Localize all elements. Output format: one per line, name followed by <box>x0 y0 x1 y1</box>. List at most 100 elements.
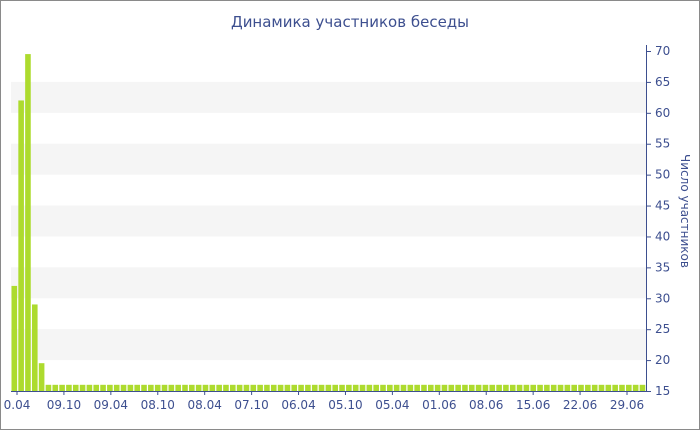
bar <box>612 384 618 391</box>
grid-band <box>11 205 646 237</box>
bar <box>530 384 537 391</box>
bar <box>305 384 311 391</box>
bar <box>482 384 489 391</box>
bar <box>380 384 386 391</box>
x-tick-label: 29.06 <box>610 398 644 412</box>
axes <box>11 45 651 392</box>
bar <box>475 384 482 391</box>
y-tick-label: 70 <box>655 44 670 58</box>
bar <box>537 384 543 391</box>
grid-band <box>11 329 646 361</box>
bar <box>86 384 93 391</box>
bar <box>107 384 113 391</box>
grid-band <box>11 143 646 175</box>
x-tick-label: 0.04 <box>4 398 31 412</box>
bar <box>243 384 250 391</box>
bar <box>277 384 284 391</box>
bar <box>18 100 24 392</box>
bar <box>332 384 339 391</box>
x-tick-label: 15.06 <box>516 398 550 412</box>
bar <box>154 384 161 391</box>
bar <box>25 54 31 391</box>
chart-title: Динамика участников беседы <box>230 13 470 31</box>
bar <box>496 384 502 391</box>
bar <box>120 384 127 391</box>
bar <box>489 384 496 391</box>
bar <box>462 384 468 391</box>
bar <box>93 384 100 391</box>
bar <box>400 384 407 391</box>
bar <box>229 384 236 391</box>
y-tick-label: 30 <box>655 291 670 305</box>
bar <box>175 384 181 391</box>
y-tick-label: 50 <box>655 168 670 182</box>
y-tick-label: 40 <box>655 229 670 243</box>
bar <box>264 384 270 391</box>
bar <box>195 384 202 391</box>
bar <box>421 384 427 391</box>
bar <box>414 384 420 391</box>
bar <box>134 384 141 391</box>
bar <box>318 384 325 391</box>
bar <box>38 363 45 391</box>
x-tick-labels: 0.04 09.10 09.04 08.10 08.04 07.10 06.04 05.10 0… <box>4 391 644 412</box>
bar <box>168 384 175 391</box>
bar <box>455 384 461 391</box>
x-tick-label: 01.06 <box>422 398 456 412</box>
bar <box>100 384 106 391</box>
bar <box>373 384 379 391</box>
bar <box>605 384 612 391</box>
y-tick-label: 55 <box>655 137 670 151</box>
bar <box>66 384 72 391</box>
bar <box>557 384 564 391</box>
grid-bands <box>11 81 646 361</box>
bar <box>585 384 591 391</box>
y-tick-label: 25 <box>655 322 670 336</box>
bar <box>223 384 229 391</box>
y-tick-label: 60 <box>655 106 670 120</box>
y-tick-label: 35 <box>655 260 670 274</box>
x-tick-label: 08.10 <box>141 398 175 412</box>
bar <box>45 384 52 391</box>
bar <box>441 384 448 391</box>
bar <box>311 384 318 391</box>
bars <box>11 54 646 392</box>
bar <box>141 384 147 391</box>
bar <box>202 384 209 391</box>
bar <box>257 384 263 391</box>
bar <box>59 384 65 391</box>
bar <box>387 384 393 391</box>
bar <box>250 384 257 391</box>
bar <box>366 384 373 391</box>
bar <box>639 384 646 391</box>
bar <box>127 384 134 391</box>
bar <box>284 384 291 391</box>
bar <box>113 384 120 391</box>
bar <box>564 384 571 391</box>
bar <box>571 384 577 391</box>
y-tick-label: 45 <box>655 199 670 213</box>
bar <box>182 384 188 391</box>
y-axis-label: Число участников <box>678 154 692 268</box>
x-tick-label: 08.06 <box>469 398 503 412</box>
y-tick-label: 65 <box>655 75 670 89</box>
bar <box>632 384 639 391</box>
bar <box>523 384 530 391</box>
bar <box>216 384 222 391</box>
bar <box>359 384 366 391</box>
bar <box>434 384 441 391</box>
bar <box>11 285 18 391</box>
x-tick-label: 06.04 <box>281 398 315 412</box>
bar <box>346 384 352 391</box>
bar <box>591 384 598 391</box>
bar <box>298 384 304 391</box>
y-tick-label: 20 <box>655 353 670 367</box>
bar <box>236 384 243 391</box>
bar <box>509 384 516 391</box>
bar <box>31 304 38 391</box>
bar <box>352 384 359 391</box>
bar <box>503 384 509 391</box>
bar <box>148 384 154 391</box>
bar <box>325 384 332 391</box>
